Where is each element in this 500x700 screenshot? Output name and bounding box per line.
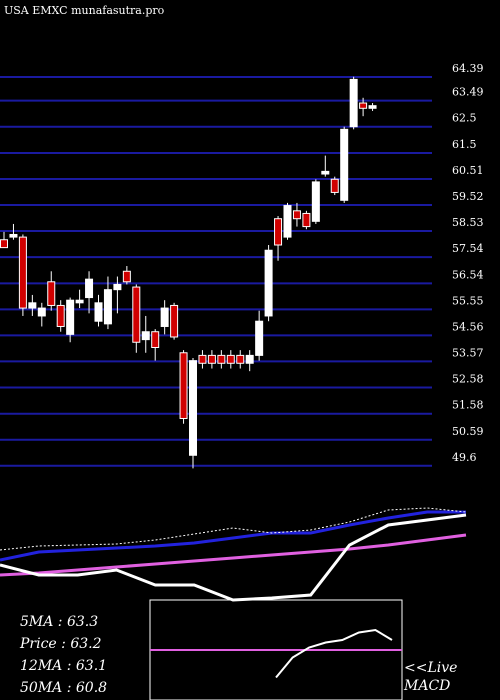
candle-body [66, 299, 75, 335]
candle-body [198, 354, 207, 364]
candle-body [330, 178, 339, 193]
y-tick-label: 57.54 [452, 242, 484, 255]
indicator-readout: Price : 63.2 [19, 636, 102, 652]
candle-body [217, 354, 226, 364]
y-tick-label: 54.56 [452, 320, 484, 333]
y-tick-label: 51.58 [452, 399, 484, 412]
candle-body [245, 354, 254, 364]
chart-title: USA EMXC munafasutra.pro [4, 4, 165, 17]
y-tick-label: 55.55 [452, 294, 484, 307]
y-tick-label: 59.52 [452, 190, 484, 203]
candle-body [18, 236, 27, 309]
y-tick-label: 53.57 [452, 346, 484, 359]
indicator-readout: 12MA : 63.1 [20, 658, 107, 674]
y-tick-label: 60.51 [452, 164, 484, 177]
candle-body [47, 281, 56, 306]
candle-body [132, 286, 141, 343]
macd-label: <<Live [404, 660, 457, 676]
candle-body [274, 218, 283, 246]
candle-body [283, 205, 292, 238]
y-tick-label: 50.59 [452, 425, 484, 438]
candle-body [302, 212, 311, 228]
candle-body [160, 307, 169, 327]
candle-body [255, 320, 264, 356]
y-tick-label: 49.6 [452, 451, 477, 464]
candle-body [94, 302, 103, 322]
candle-body [170, 304, 179, 338]
y-tick-label: 64.39 [452, 62, 484, 75]
candle-body [189, 360, 197, 456]
y-tick-label: 63.49 [452, 86, 484, 99]
y-tick-label: 61.5 [452, 138, 477, 151]
candle-body [207, 354, 216, 364]
candle-body [0, 239, 8, 249]
macd-label: MACD [403, 678, 450, 694]
indicator-line [0, 533, 467, 577]
candle-body [368, 105, 377, 109]
candle-body [37, 307, 46, 317]
candle-body [321, 170, 330, 175]
candle-body [113, 283, 122, 291]
candle-body [311, 181, 320, 222]
candle-body [292, 210, 301, 220]
candle-body [151, 331, 160, 349]
macd-line [275, 628, 393, 679]
candle-body [141, 331, 150, 341]
candle-body [340, 128, 349, 201]
indicator-line [0, 507, 467, 551]
indicator-line [0, 510, 466, 562]
candle-body [264, 249, 273, 317]
candle-body [226, 354, 235, 364]
y-tick-label: 58.53 [452, 216, 484, 229]
candle-body [349, 78, 358, 128]
candle-body [9, 233, 18, 238]
y-tick-label: 52.58 [452, 372, 484, 385]
indicator-readout: 5MA : 63.3 [20, 614, 98, 630]
candle-body [75, 299, 84, 304]
indicator-line [0, 513, 467, 602]
candle-body [236, 354, 245, 364]
y-tick-label: 56.54 [452, 268, 484, 281]
y-tick-label: 62.5 [452, 112, 477, 125]
candle-body [179, 352, 188, 419]
candle-body [103, 289, 112, 325]
candle-body [122, 270, 131, 283]
candle-body [85, 278, 94, 299]
candle-body [56, 304, 65, 327]
candle-body [28, 302, 37, 309]
indicator-readout: 50MA : 60.8 [20, 680, 107, 696]
candle-body [359, 102, 368, 109]
